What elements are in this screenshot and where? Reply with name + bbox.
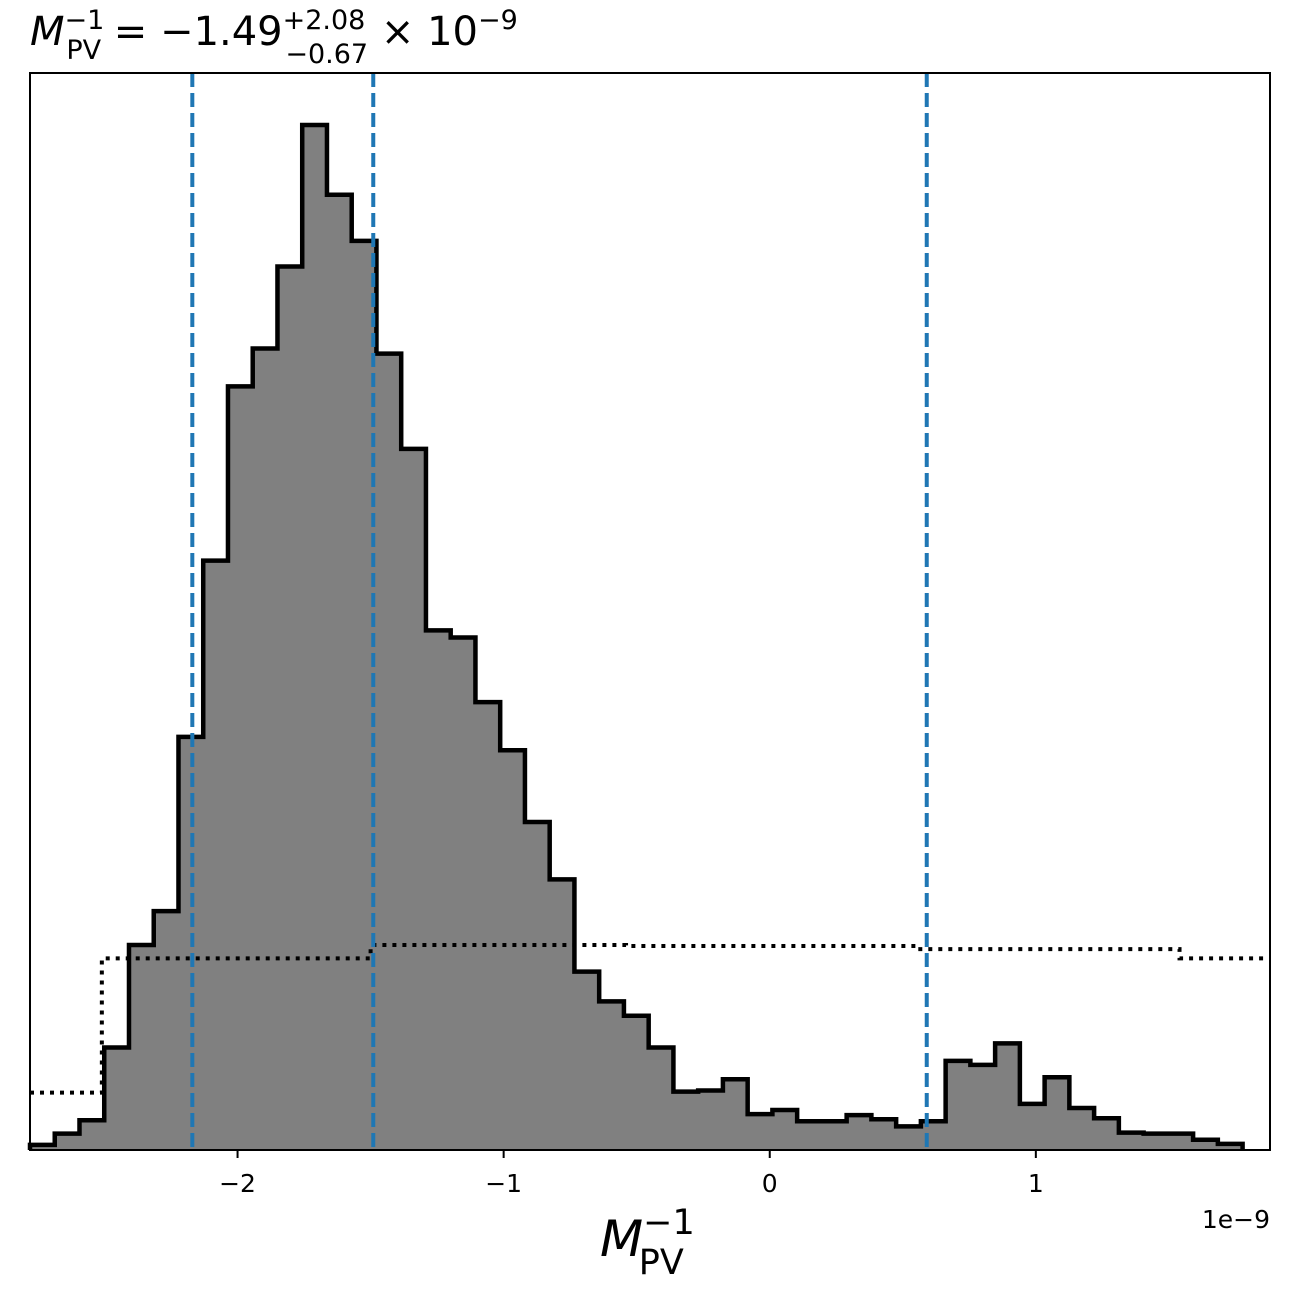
histogram-bar <box>549 879 576 1150</box>
histogram-bar <box>475 702 501 1150</box>
histogram-bar <box>722 1079 749 1150</box>
histogram-bar <box>450 637 477 1150</box>
histogram-bar <box>1094 1118 1120 1150</box>
histogram-bar <box>227 386 254 1150</box>
histogram-bar <box>920 1121 947 1150</box>
histogram-bar <box>623 1015 650 1150</box>
histogram-bar <box>79 1120 105 1150</box>
histogram-bar <box>1168 1133 1194 1150</box>
plot-area <box>27 122 1245 1150</box>
histogram-bar <box>1193 1139 1219 1150</box>
histogram-bar <box>772 1110 798 1150</box>
chart-title: M−1 PV = −1.49+2.08 −0.67 × 10−9 <box>30 5 518 70</box>
x-tick-label: −2 <box>219 1169 256 1198</box>
histogram-bar <box>1118 1132 1145 1150</box>
prior-line <box>30 943 1270 1095</box>
histogram-bar <box>698 1090 724 1150</box>
histogram-bar <box>153 911 180 1150</box>
histogram-outline <box>27 122 1245 1150</box>
histogram-bar <box>425 630 452 1150</box>
histogram-bar <box>1069 1107 1095 1150</box>
histogram-bar <box>30 1144 56 1150</box>
histogram-bar <box>326 194 353 1150</box>
histogram-bar <box>747 1114 774 1150</box>
x-offset-text: 1e−9 <box>1202 1205 1270 1234</box>
histogram-bar <box>945 1060 971 1150</box>
histogram-bar <box>104 1047 130 1150</box>
histogram-bar <box>277 266 303 1150</box>
histogram-bar <box>376 353 402 1150</box>
histogram-bar <box>797 1121 823 1150</box>
histogram-bar <box>1217 1143 1244 1150</box>
histogram-bar <box>302 125 328 1150</box>
histogram-bar <box>970 1064 996 1150</box>
histogram-bar <box>673 1091 699 1150</box>
histogram-bar <box>574 971 600 1150</box>
prior-step-line <box>30 943 1270 1095</box>
histogram-bar <box>871 1119 897 1150</box>
histogram-bar <box>401 448 427 1150</box>
histogram-bar <box>128 945 155 1150</box>
x-tick-label: −1 <box>485 1169 522 1198</box>
x-tick-label: 1 <box>1028 1169 1044 1198</box>
histogram-bar <box>524 822 551 1150</box>
histogram-bar <box>1143 1133 1169 1150</box>
axes-frame <box>29 72 1271 1151</box>
x-axis-label: M−1 PV <box>600 1203 695 1283</box>
histogram-bar <box>648 1047 675 1150</box>
histogram-bar <box>821 1121 848 1150</box>
x-axis: −2 −1 0 1 <box>219 1150 1044 1198</box>
histogram-bar <box>252 348 279 1150</box>
histogram-bar <box>1019 1103 1046 1150</box>
histogram-bar <box>54 1133 81 1150</box>
histogram-bar <box>995 1043 1021 1150</box>
histogram-bar <box>203 560 229 1150</box>
histogram-bar <box>846 1115 872 1150</box>
histogram-bar <box>896 1126 922 1150</box>
histogram-bar <box>1044 1077 1070 1150</box>
histogram-bar <box>500 750 526 1150</box>
histogram-bar <box>599 1001 625 1150</box>
x-tick-label: 0 <box>762 1169 778 1198</box>
